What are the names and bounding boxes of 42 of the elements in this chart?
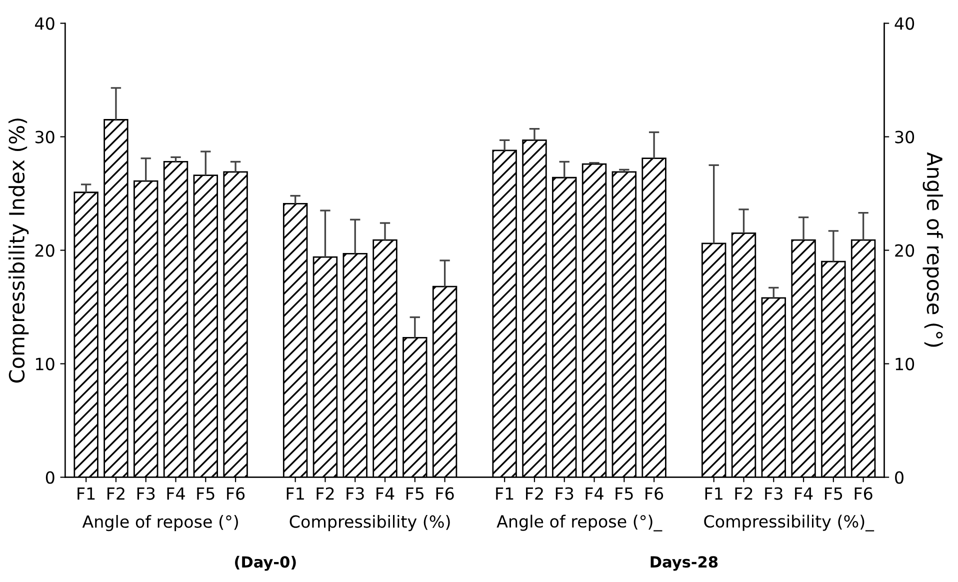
text: Days-28 bbox=[650, 556, 718, 571]
x-tick-label: F5 bbox=[197, 487, 214, 500]
x-tick-label: F1 bbox=[496, 487, 514, 500]
y-tick-label: 0 bbox=[46, 471, 54, 484]
x-tick-label: F3 bbox=[346, 487, 364, 500]
x-tick-label: F2 bbox=[526, 487, 543, 500]
y2-axis-title: Angle of repose (°) bbox=[922, 152, 943, 347]
text: (Day-0) bbox=[235, 556, 296, 571]
x-tick-label: F4 bbox=[167, 487, 185, 500]
y-tick-label: 30 bbox=[35, 130, 54, 144]
y-tick-label: 20 bbox=[35, 244, 54, 257]
x-tick-label: F6 bbox=[227, 487, 245, 500]
x-tick-label: F4 bbox=[586, 487, 604, 500]
x-tick-label: F2 bbox=[316, 487, 334, 500]
x-tick-label: F5 bbox=[406, 487, 424, 500]
x-tick-label: F6 bbox=[646, 487, 664, 500]
text: Angle of repose (°) bbox=[82, 515, 238, 532]
y2-tick-label: 0 bbox=[895, 471, 904, 484]
text: Angle of repose (°)_ bbox=[496, 514, 662, 532]
text: Compressibility (%) bbox=[290, 515, 450, 532]
y2-tick-label: 30 bbox=[895, 130, 914, 144]
text: Compressibility (%)_ bbox=[704, 514, 874, 532]
x-tick-label: F1 bbox=[78, 487, 95, 500]
y-tick-label: 40 bbox=[35, 17, 54, 30]
y2-tick-label: 10 bbox=[896, 358, 914, 370]
x-tick-label: F6 bbox=[854, 487, 872, 500]
x-tick-label: F3 bbox=[765, 487, 782, 500]
x-tick-label: F2 bbox=[735, 487, 752, 500]
y-axis-title: Compressibility Index (%) bbox=[8, 118, 29, 383]
x-tick-label: F3 bbox=[556, 487, 574, 500]
x-tick-label: F4 bbox=[795, 487, 813, 500]
x-tick-label: F4 bbox=[376, 487, 394, 500]
y2-tick-label: 20 bbox=[895, 244, 914, 257]
x-tick-label: F6 bbox=[436, 487, 454, 500]
x-tick-label: F5 bbox=[616, 487, 633, 500]
x-tick-label: F2 bbox=[108, 487, 124, 500]
x-tick-label: F3 bbox=[137, 487, 155, 500]
x-tick-label: F1 bbox=[705, 487, 722, 500]
y2-tick-label: 40 bbox=[894, 17, 914, 30]
x-tick-label: F1 bbox=[286, 487, 304, 500]
y-tick-label: 10 bbox=[36, 358, 54, 370]
x-tick-label: F5 bbox=[824, 487, 842, 500]
